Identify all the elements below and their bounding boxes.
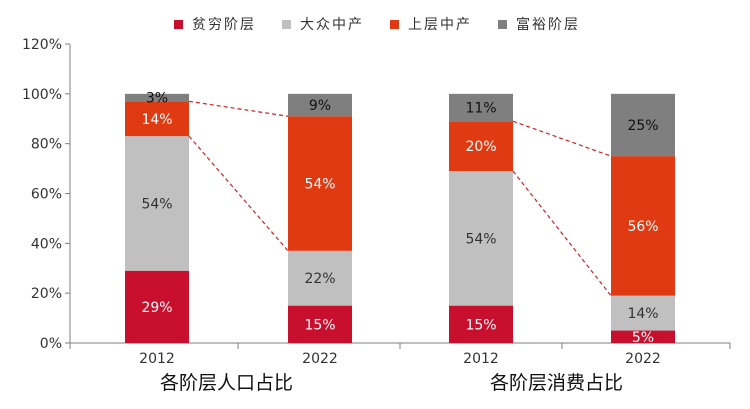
legend-swatch-upper-middle [390,19,399,29]
legend: 贫穷阶层 大众中产 上层中产 富裕阶层 [174,14,580,34]
data-label-3-2: 56% [627,219,658,235]
bar-3-series-2 [611,156,675,296]
y-tick-label-2: 40% [31,236,62,252]
data-label-0-3: 3% [146,91,168,107]
bar-3-series-1 [611,295,675,331]
y-tick-label-4: 80% [31,137,62,153]
legend-label-affluent: 富裕阶层 [516,17,580,33]
bar-2-series-1 [449,171,513,306]
y-tick-label-3: 60% [31,187,62,203]
data-label-0-2: 14% [141,112,172,128]
bar-1-series-0 [288,305,352,343]
legend-item-mass-middle: 大众中产 [282,14,364,34]
legend-label-upper-middle: 上层中产 [408,17,472,33]
bar-1-series-2 [288,116,352,251]
y-tick-label-5: 100% [22,87,62,103]
bar-1-series-1 [288,250,352,306]
data-label-3-3: 25% [627,118,658,134]
bar-3-series-3 [611,93,675,157]
x-tick-label-2: 2012 [463,351,499,367]
group-title-population: 各阶层人口占比 [160,372,294,394]
bar-2-series-0 [449,305,513,343]
connector-bottom-0 [188,135,289,252]
legend-item-poor: 贫穷阶层 [174,14,256,34]
bar-0-series-3 [125,93,189,102]
data-label-1-2: 54% [304,177,335,193]
data-label-2-3: 11% [465,101,496,117]
legend-swatch-affluent [498,19,507,29]
x-tick-label-3: 2022 [625,351,661,367]
x-tick-label-0: 2012 [139,351,175,367]
legend-item-upper-middle: 上层中产 [390,14,472,34]
data-label-3-0: 5% [632,330,654,346]
bar-2-series-3 [449,93,513,122]
bar-0-series-2 [125,101,189,137]
legend-label-mass-middle: 大众中产 [300,17,364,33]
data-label-1-0: 15% [304,317,335,333]
data-label-0-1: 54% [141,196,172,212]
legend-swatch-poor [174,19,183,29]
bar-0-series-1 [125,136,189,271]
x-tick-label-1: 2022 [302,351,338,367]
y-tick-label-6: 120% [22,37,62,53]
y-tick-label-1: 20% [31,286,62,302]
bar-1-series-3 [288,93,352,117]
bar-2-series-2 [449,121,513,172]
bar-0-series-0 [125,270,189,343]
y-tick-label-0: 0% [40,336,62,352]
data-label-2-2: 20% [465,139,496,155]
connector-top-1 [512,120,612,157]
group-title-consumption: 各阶层消费占比 [490,372,624,394]
connector-bottom-1 [512,170,612,297]
bar-3-series-0 [611,330,675,343]
data-label-3-1: 14% [627,306,658,322]
data-label-2-0: 15% [465,317,496,333]
connector-top-0 [188,100,289,117]
legend-label-poor: 贫穷阶层 [192,17,256,33]
legend-item-affluent: 富裕阶层 [498,14,580,34]
data-label-1-3: 9% [309,98,331,114]
data-label-2-1: 54% [465,231,496,247]
data-label-1-1: 22% [304,271,335,287]
legend-swatch-mass-middle [282,19,291,29]
data-label-0-0: 29% [141,300,172,316]
